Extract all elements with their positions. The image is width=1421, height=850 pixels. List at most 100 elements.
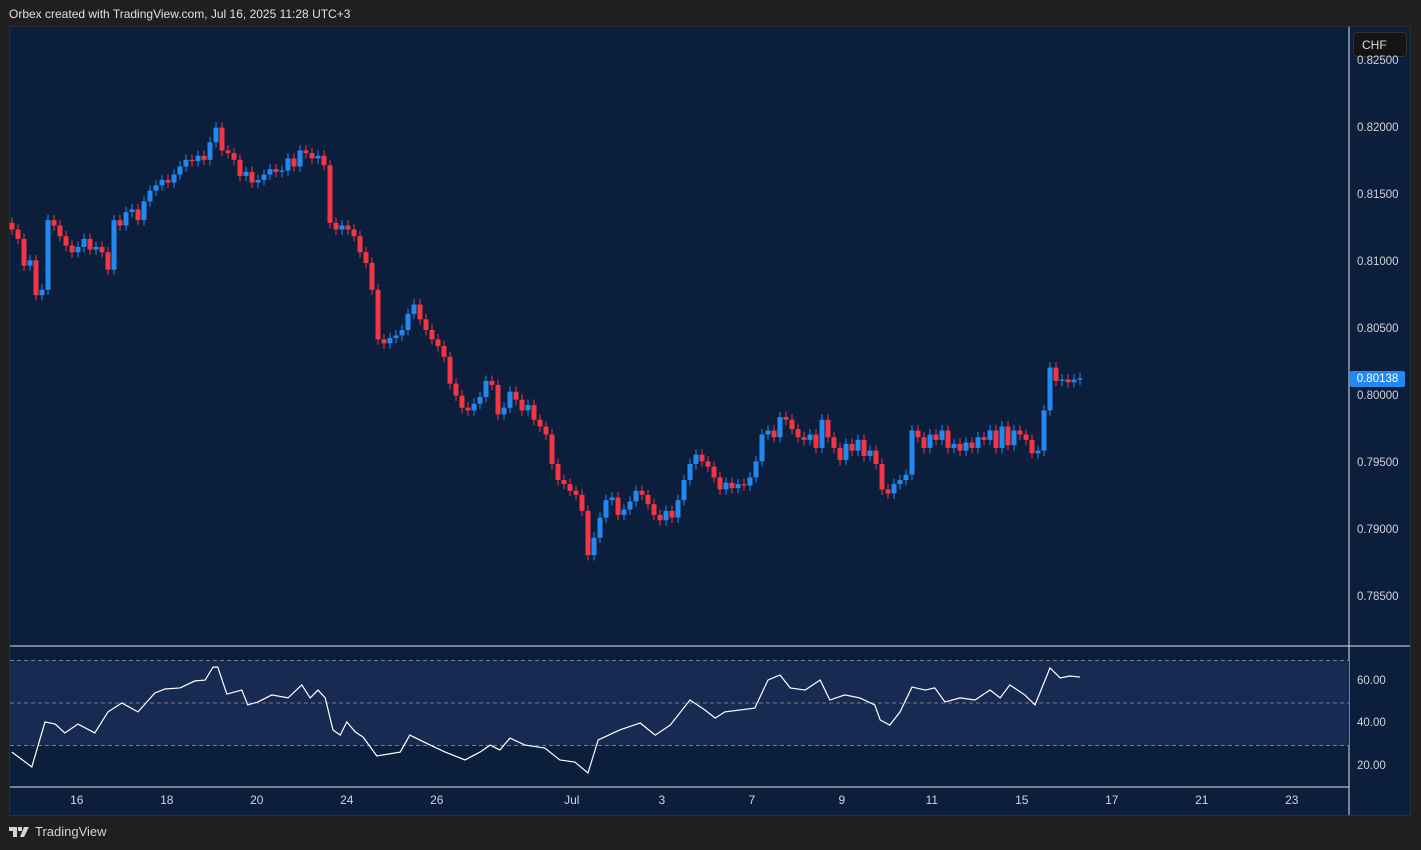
candle-up	[159, 179, 165, 186]
candle-down	[831, 437, 837, 448]
candle-up	[975, 437, 981, 448]
candle-up	[1077, 378, 1083, 380]
candle-up	[75, 246, 81, 253]
candle-up	[777, 417, 783, 438]
candle-down	[969, 442, 975, 448]
candle-down	[447, 356, 453, 384]
time-tick-label: 24	[340, 793, 354, 807]
candle-up	[1035, 450, 1041, 454]
price-tick-label: 0.81000	[1357, 256, 1399, 268]
candle-down	[567, 484, 573, 491]
time-tick-label: 21	[1195, 793, 1209, 807]
candle-down	[201, 155, 207, 160]
rsi-line	[11, 666, 1081, 774]
candle-down	[573, 490, 579, 495]
candle-up	[753, 461, 759, 478]
candle-down	[321, 155, 327, 166]
time-tick-label: 9	[838, 793, 846, 807]
candle-down	[879, 464, 885, 490]
candle-down	[345, 225, 351, 230]
rsi-tick-label: 20.00	[1357, 759, 1386, 772]
candle-up	[1071, 379, 1077, 383]
price-tick-label: 0.80000	[1357, 390, 1399, 402]
candle-up	[477, 397, 483, 404]
candle-down	[249, 171, 255, 183]
candle-down	[531, 405, 537, 420]
candle-down	[381, 339, 387, 344]
candle-down	[87, 238, 93, 250]
candle-down	[309, 153, 315, 159]
price-tick-label: 0.82500	[1357, 55, 1399, 67]
candle-up	[183, 159, 189, 167]
candle-up	[999, 426, 1005, 448]
candle-down	[333, 222, 339, 230]
candle-down	[429, 330, 435, 340]
time-tick-label: 26	[430, 793, 444, 807]
candle-up	[633, 490, 639, 502]
time-tick-label: 11	[925, 793, 939, 807]
candle-up	[501, 407, 507, 415]
candle-up	[153, 185, 159, 191]
currency-button[interactable]: CHF	[1353, 32, 1407, 57]
candle-down	[561, 480, 567, 485]
candle-up	[1059, 379, 1065, 381]
candle-down	[729, 482, 735, 489]
candle-up	[315, 155, 321, 159]
candle-down	[453, 383, 459, 396]
candle-up	[405, 313, 411, 330]
candle-up	[123, 212, 129, 226]
candle-down	[717, 477, 723, 490]
price-tick-label: 0.82000	[1357, 122, 1399, 134]
price-tick-label: 0.81500	[1357, 189, 1399, 201]
candle-down	[933, 434, 939, 440]
candle-up	[1047, 367, 1053, 411]
candle-up	[735, 484, 741, 489]
candle-up	[261, 174, 267, 180]
candle-down	[705, 461, 711, 467]
candle-down	[795, 429, 801, 438]
candle-up	[621, 509, 627, 515]
candle-down	[375, 289, 381, 340]
candle-down	[699, 454, 705, 462]
candle-down	[57, 225, 63, 237]
price-tick-label: 0.78500	[1357, 591, 1399, 603]
candle-down	[1029, 439, 1035, 454]
rsi-tick-label: 60.00	[1357, 674, 1386, 687]
candle-down	[15, 229, 21, 239]
candle-up	[297, 150, 303, 167]
tradingview-logo[interactable]: TradingView	[9, 824, 107, 839]
candle-down	[423, 319, 429, 330]
candle-up	[279, 170, 285, 172]
candle-up	[525, 405, 531, 411]
candle-up	[609, 497, 615, 501]
candle-down	[51, 220, 57, 226]
candle-up	[45, 220, 51, 290]
candle-up	[339, 225, 345, 230]
candle-up	[393, 335, 399, 339]
candle-down	[981, 437, 987, 440]
candle-up	[171, 174, 177, 183]
candle-down	[369, 263, 375, 290]
candle-down	[225, 150, 231, 154]
candle-down	[783, 417, 789, 420]
candle-down	[915, 430, 921, 438]
candle-down	[873, 450, 879, 464]
time-tick-label: 17	[1105, 793, 1119, 807]
time-tick-label: 20	[250, 793, 264, 807]
time-tick-label: 7	[748, 793, 756, 807]
candle-down	[711, 466, 717, 478]
candle-down	[651, 504, 657, 515]
candle-down	[801, 437, 807, 440]
candle-down	[417, 304, 423, 320]
candle-down	[645, 494, 651, 505]
tradingview-logo-icon	[9, 826, 29, 837]
candle-up	[213, 127, 219, 143]
candle-down	[351, 229, 357, 237]
candle-down	[921, 437, 927, 448]
candle-up	[471, 403, 477, 411]
candle-up	[963, 442, 969, 451]
candle-down	[165, 179, 171, 183]
candle-up	[867, 450, 873, 456]
footer-brand: TradingView	[35, 824, 107, 839]
